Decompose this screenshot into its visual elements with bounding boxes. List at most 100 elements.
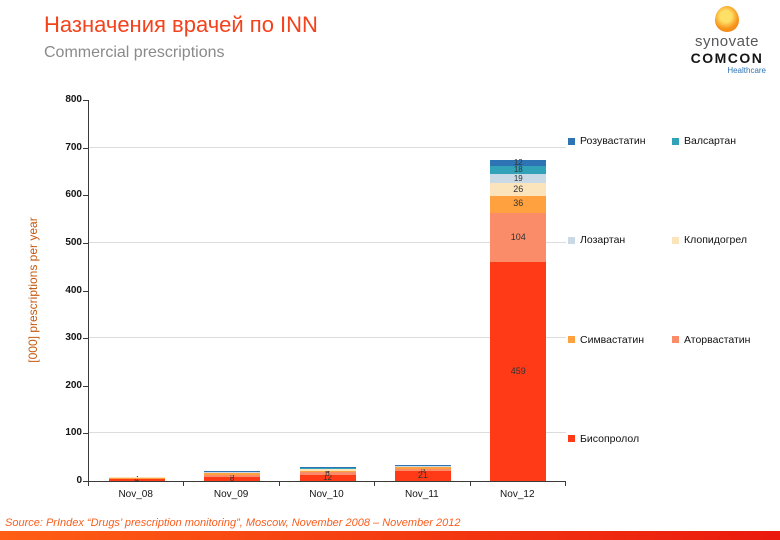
legend-label: Аторвастатин [684,333,751,346]
bar-segment [394,467,451,469]
y-axis-tick [83,481,88,482]
legend-label: Бисопролол [580,432,640,445]
y-axis-tick [83,290,88,292]
legend-item: Аторвастатин [672,333,774,347]
bar-segment [490,174,547,184]
y-axis-tick-label: 100 [65,427,82,439]
bar-segment [108,478,165,480]
legend-item: Лозартан [568,233,672,247]
legend-label: Лозартан [580,234,626,247]
legend-swatch [568,435,575,443]
y-axis-tick [83,100,88,101]
bar-segment [490,183,547,196]
x-axis-tick [565,482,566,486]
logo: synovate COMCON Healthcare [684,6,770,75]
legend-swatch [568,137,575,145]
bar-segment [490,160,547,166]
legend-swatch [672,236,679,244]
legend-swatch [568,236,575,244]
legend-label: Симвастатин [580,333,644,346]
bar-value-label: 5 [229,471,235,480]
bar-value-label: 18 [513,165,523,175]
gridline [89,432,566,434]
bar-segment [299,475,356,481]
bar-segment [204,471,261,473]
x-axis-label: Nov_10 [309,489,344,500]
bar-value-label: 6 [325,468,330,478]
legend-label: Валсартан [684,135,736,147]
bar-segment [204,473,261,475]
x-axis-tick [278,482,280,486]
bar-value-label: 8 [229,474,235,484]
y-axis-tick [83,242,88,244]
bar-segment [299,469,356,471]
x-axis-label: Nov_12 [500,489,535,500]
page-title: Назначения врачей по INN [44,12,318,37]
legend-item: Розувастатин [568,134,672,148]
bar-segment [394,468,451,471]
bar-segment [394,466,451,468]
source-note: Source: PrIndex “Drugs’ prescription mon… [5,517,461,529]
y-axis-tick [83,195,88,197]
bar-segment [490,212,547,263]
bar-value-label: 26 [513,183,524,194]
bar-segment [204,474,261,478]
y-axis-tick [83,433,88,435]
y-axis-tick-label: 0 [76,475,82,486]
bar-value-label: 36 [513,198,524,209]
x-axis-tick [183,482,185,486]
bar-segment [108,479,165,481]
bar-segment [394,471,451,481]
x-axis-tick [469,482,471,486]
bar-value-label: 5 [420,464,426,474]
y-axis-tick-label: 300 [65,332,82,344]
x-axis-label: Nov_09 [213,489,249,500]
gridline [89,241,566,243]
legend-item: Клопидогрел [672,233,774,247]
footer-bar [0,531,780,540]
bar-segment [299,468,356,470]
y-axis-tick-label: 500 [65,236,82,248]
legend-item: Валсартан [672,134,774,148]
bar-segment [490,165,547,175]
y-axis-tick [83,385,88,387]
legend-swatch [568,336,575,344]
bar-value-label: 4 [325,466,330,476]
bar-value-label: 21 [417,470,428,480]
y-axis-tick [83,147,88,149]
x-axis-tick [88,482,89,486]
y-axis-tick [83,338,88,340]
y-axis-tick-label: 600 [65,189,82,201]
bar-segment [204,472,261,474]
legend-label: Клопидогрел [684,234,748,247]
y-axis-tick-label: 700 [65,141,82,153]
x-axis-tick [374,482,376,486]
bar-value-label: 4 [134,475,139,485]
legend-item: Симвастатин [568,333,672,347]
bar-segment [299,470,356,473]
x-axis-label: Nov_11 [405,489,439,500]
bar-segment [490,262,547,481]
y-axis-tick-label: 200 [65,379,82,391]
legend-swatch [672,137,679,145]
bar-segment [204,477,261,481]
synovate-egg-icon [715,6,739,32]
legend-swatch [672,336,679,344]
bar-segment [299,472,356,476]
legend-item: Бисопролол [568,432,672,446]
page-subtitle: Commercial prescriptions [44,44,225,61]
legend-label: Розувастатин [580,135,646,147]
logo-healthcare: Healthcare [727,66,766,75]
y-axis-tick-label: 800 [65,94,82,105]
y-axis-tick-label: 400 [65,284,82,296]
bar-value-label: 19 [513,173,523,183]
bar-value-label: 12 [323,473,332,483]
plot-area: 4 8 5 12 6 4 21 5 459 104 36 26 19 18 12 [88,100,566,485]
bar-value-label: 104 [510,231,526,242]
chart-legend: Розувастатин Валсартан Лозартан Клопидогрел… [568,134,774,446]
bar-value-label: 459 [510,365,526,376]
bar-value-label: 12 [513,157,523,167]
bar-segment [490,195,547,213]
